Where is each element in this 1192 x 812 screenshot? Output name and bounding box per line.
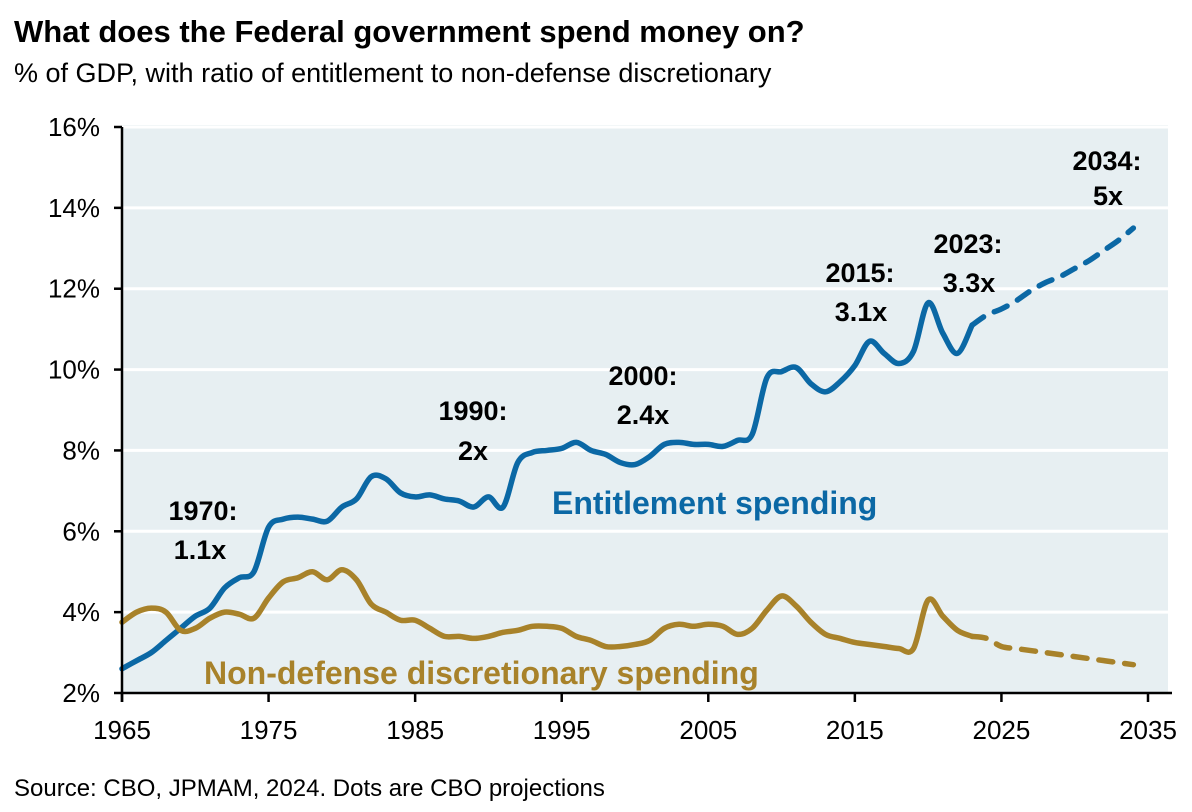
x-tick-label: 2015 [826,715,884,745]
line-entitlement-actual [119,300,975,672]
annotation-2015: 2015: 3.1x [825,258,894,327]
annotation-ratio: 3.3x [943,268,996,298]
line-non-defense-projected [969,633,1137,668]
x-tick-label: 2025 [973,715,1031,745]
x-tick-label: 1965 [93,715,151,745]
annotation-ratio: 1.1x [174,535,227,565]
chart-subtitle: % of GDP, with ratio of entitlement to n… [14,58,772,88]
annotation-year: 2000: [608,361,677,391]
x-tick-label: 1985 [386,715,444,745]
series-label-non-defense: Non-defense discretionary spending [204,655,759,691]
annotation-year: 1970: [168,496,237,526]
annotation-1990: 1990: 2x [438,396,507,466]
line-non-defense-actual [119,566,975,655]
y-tick-label: 16% [48,112,100,142]
annotation-ratio: 2.4x [617,400,670,430]
series-label-entitlement: Entitlement spending [552,485,877,521]
annotation-year: 2015: [825,258,894,288]
x-tick-label: 1995 [533,715,591,745]
y-tick-label: 6% [62,516,100,546]
annotation-2000: 2000: 2.4x [608,361,677,430]
annotation-year: 2034: [1072,146,1141,176]
annotation-ratio: 2x [458,436,488,466]
plot-area [122,125,1168,693]
annotation-ratio: 3.1x [835,297,888,327]
x-tick-label: 2005 [679,715,737,745]
source-note: Source: CBO, JPMAM, 2024. Dots are CBO p… [14,775,605,802]
annotation-2034: 2034: 5x [1072,146,1141,211]
y-tick-label: 10% [48,355,100,385]
line-entitlement-projected [969,225,1137,328]
y-tick-label: 2% [62,678,100,708]
annotation-ratio: 5x [1093,181,1123,211]
chart-title: What does the Federal government spend m… [14,14,805,49]
y-tick-label: 4% [62,597,100,627]
annotation-2023: 2023: 3.3x [933,229,1002,298]
annotation-1970: 1970: 1.1x [168,496,237,565]
x-tick-label: 2035 [1119,715,1177,745]
annotation-year: 2023: [933,229,1002,259]
y-tick-label: 8% [62,435,100,465]
y-tick-label: 12% [48,274,100,304]
y-tick-label: 14% [48,193,100,223]
x-tick-label: 1975 [240,715,298,745]
annotation-year: 1990: [438,396,507,426]
